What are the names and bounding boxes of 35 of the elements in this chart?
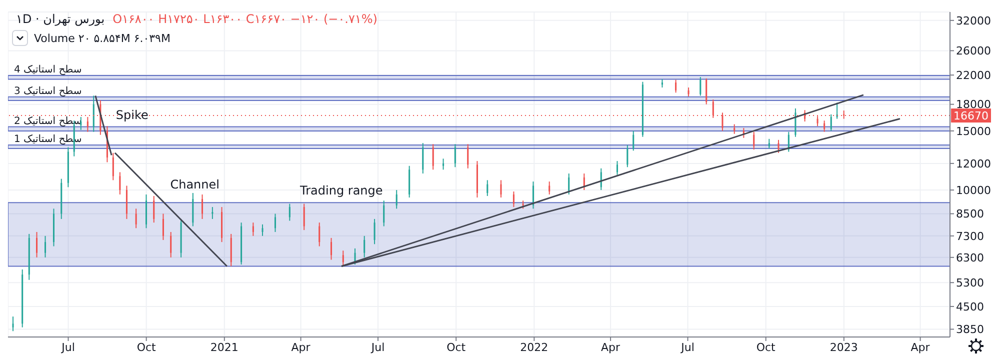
- x-tick-label: Jul: [60, 340, 75, 354]
- x-tick-label: Oct: [136, 340, 157, 354]
- band-label: سطح استاتیک 4: [14, 64, 82, 76]
- band-label: سطح استاتیک 3: [14, 86, 82, 97]
- y-tick-label: 26000: [956, 44, 991, 58]
- annotation: Volume ۲۰ ۵.۸۵۴M ۶.۰۳۹M: [34, 32, 170, 44]
- x-tick-label: 2023: [830, 340, 858, 354]
- x-tick-label: 2021: [210, 340, 238, 354]
- chart-title: بورس تهران · ۱D: [16, 12, 105, 26]
- y-tick-label: 32000: [956, 14, 991, 28]
- annotation: Channel: [170, 178, 220, 192]
- y-tick-label: 12000: [956, 157, 991, 170]
- x-tick-label: Apr: [291, 340, 311, 354]
- band-label: سطح استاتیک 2: [14, 116, 82, 127]
- x-tick-label: Jul: [680, 340, 694, 354]
- y-tick-label: 5300: [956, 276, 984, 290]
- annotation: Spike: [116, 108, 148, 122]
- chart-subtitle: O۱۶۸۰۰ H۱۷۲۵۰ L۱۶۳۰۰ C۱۶۶۷۰ −۱۲۰ (−۰.۷۱%): [112, 12, 378, 26]
- y-tick-label: 7300: [956, 230, 984, 243]
- x-tick-label: Oct: [446, 340, 466, 354]
- y-tick-label: 22000: [956, 68, 991, 82]
- ref-line-label: 16670: [954, 110, 988, 123]
- y-tick-label: 10000: [956, 184, 991, 197]
- y-tick-label: 15000: [956, 124, 991, 138]
- y-tick-label: 6300: [956, 251, 984, 264]
- y-tick-label: 4500: [956, 300, 984, 314]
- x-tick-label: 2022: [520, 340, 548, 354]
- y-tick-label: 3850: [956, 323, 984, 336]
- annotation: Trading range: [299, 184, 383, 198]
- y-tick-label: 8500: [956, 208, 984, 221]
- x-tick-label: Apr: [910, 340, 930, 354]
- x-tick-label: Apr: [601, 340, 621, 354]
- x-tick-label: Oct: [756, 340, 776, 354]
- x-tick-label: Jul: [370, 340, 385, 354]
- y-tick-label: 18000: [956, 98, 991, 112]
